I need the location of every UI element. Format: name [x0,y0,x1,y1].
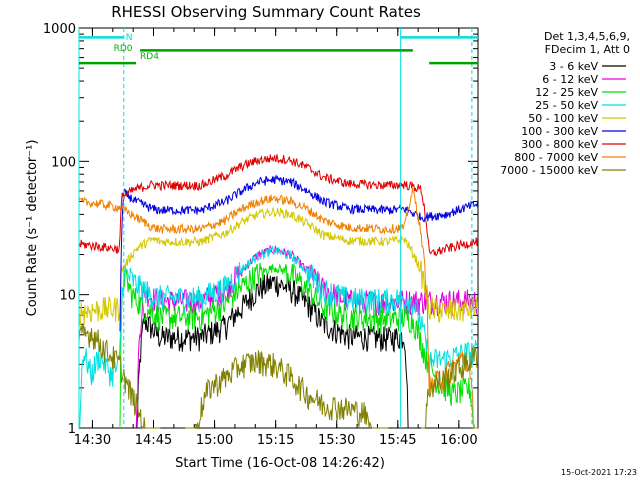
series-0 [136,273,409,429]
legend-label: 7000 - 15000 keV [500,164,598,177]
series-6 [78,154,479,257]
legend-label: 100 - 300 keV [521,125,598,138]
x-tick-label: 16:00 [440,433,477,448]
y-axis: 1 10 100 1000 [43,22,478,437]
x-tick-label: 15:00 [196,433,233,448]
series-layer [78,154,479,430]
series-line [79,245,479,429]
legend-label: 3 - 6 keV [549,60,598,73]
x-axis: 14:30 14:45 15:00 15:15 15:30 15:45 16:00 [74,28,478,448]
x-tick-label: 15:30 [318,433,355,448]
state-annotation: N [126,33,133,43]
y-tick-label: 1000 [43,22,76,37]
x-tick-label: 14:30 [74,433,111,448]
series-line [78,187,478,429]
series-line [78,323,479,430]
series-line [78,206,479,326]
y-axis-label: Count Rate (s⁻¹ detector⁻¹) [25,140,40,317]
legend-label: 800 - 7000 keV [514,151,598,164]
chart-title: RHESSI Observing Summary Count Rates [111,3,421,21]
series-3 [79,245,479,429]
legend-label: 12 - 25 keV [535,86,598,99]
x-tick-label: 14:45 [135,433,172,448]
x-tick-label: 15:15 [257,433,294,448]
x-axis-label: Start Time (16-Oct-08 14:26:42) [175,456,385,471]
series-8 [78,323,479,430]
legend-header-line-1: Det 1,3,4,5,6,9, [544,30,630,43]
legend-header-line-2: FDecim 1, Att 0 [545,43,630,56]
series-line [119,262,478,429]
legend-label: 25 - 50 keV [535,99,598,112]
footer-date: 15-Oct-2021 17:23 [561,468,637,477]
series-line [136,273,409,429]
state-annotation: RD4 [140,52,159,62]
series-4 [78,206,479,326]
y-tick-label: 1 [68,422,76,437]
legend-label: 300 - 800 keV [521,138,598,151]
state-annotation: RD0 [114,44,133,54]
series-line [78,154,479,257]
legend-label: 6 - 12 keV [542,73,598,86]
series-2 [119,262,478,429]
y-tick-label: 100 [51,155,76,170]
series-7 [78,187,478,429]
x-tick-label: 15:45 [379,433,416,448]
legend: Det 1,3,4,5,6,9, FDecim 1, Att 0 3 - 6 k… [500,30,630,177]
legend-label: 50 - 100 keV [528,112,598,125]
y-tick-label: 10 [59,289,76,304]
